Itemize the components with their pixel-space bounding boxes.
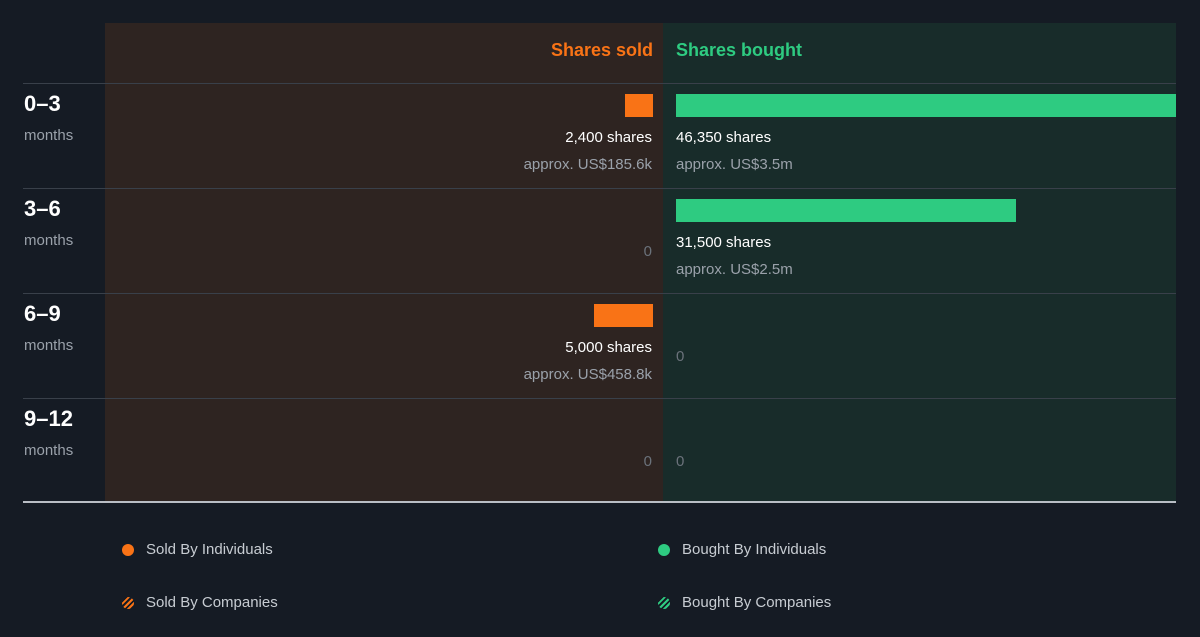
bought-zero-value: 0 — [676, 453, 685, 470]
sold-zero-value: 0 — [643, 453, 652, 470]
bought-zero-value: 0 — [676, 348, 685, 365]
shares-sold-header: Shares sold — [550, 40, 653, 60]
period-unit: months — [24, 127, 74, 144]
row-divider — [23, 188, 1176, 189]
table-row: 6–9 months 5,000 shares approx. US$458.8k 0 — [0, 293, 1200, 398]
sold-shares-value: 2,400 shares — [565, 129, 652, 146]
period-label: 9–12 — [24, 406, 73, 431]
legend-label: Bought By Individuals — [682, 541, 827, 558]
sold-panel — [105, 23, 663, 501]
bought-approx-value: approx. US$3.5m — [676, 156, 793, 173]
table-row: 3–6 months 0 31,500 shares approx. US$2.5m — [0, 188, 1200, 293]
table-row: 9–12 months 0 0 — [0, 398, 1200, 503]
hatched-dot-icon — [122, 596, 134, 609]
row-divider — [23, 293, 1176, 294]
period-unit: months — [24, 337, 74, 354]
period-label: 3–6 — [24, 196, 61, 221]
legend-item: Bought By Companies — [658, 594, 831, 611]
sold-approx-value: approx. US$185.6k — [523, 156, 652, 173]
bought-bar — [676, 199, 1016, 222]
hatched-dot-icon — [658, 596, 670, 609]
dot-icon — [658, 543, 670, 556]
row-divider — [23, 83, 1176, 84]
dot-icon — [122, 543, 134, 556]
period-label: 0–3 — [24, 91, 61, 116]
sold-shares-value: 5,000 shares — [565, 339, 652, 356]
shares-bought-header: Shares bought — [676, 40, 803, 60]
period-unit: months — [24, 232, 74, 249]
bought-shares-value: 46,350 shares — [676, 129, 772, 146]
row-divider — [23, 398, 1176, 399]
period-label: 6–9 — [24, 301, 61, 326]
legend-label: Sold By Individuals — [146, 541, 273, 558]
legend-item: Sold By Companies — [122, 594, 278, 611]
bought-bar — [676, 94, 1176, 117]
period-unit: months — [24, 442, 74, 459]
table-row: 0–3 months 2,400 shares approx. US$185.6k 46… — [0, 83, 1200, 188]
chart-baseline — [23, 501, 1176, 503]
bought-shares-value: 31,500 shares — [676, 234, 772, 251]
sold-bar — [593, 304, 653, 327]
sold-approx-value: approx. US$458.8k — [523, 366, 652, 383]
legend-item: Bought By Individuals — [658, 541, 826, 558]
legend-label: Sold By Companies — [146, 594, 278, 611]
sold-bar — [624, 94, 653, 117]
legend-item: Sold By Individuals — [122, 541, 273, 558]
sold-zero-value: 0 — [643, 243, 652, 260]
bought-approx-value: approx. US$2.5m — [676, 261, 793, 278]
legend-label: Bought By Companies — [682, 594, 832, 611]
